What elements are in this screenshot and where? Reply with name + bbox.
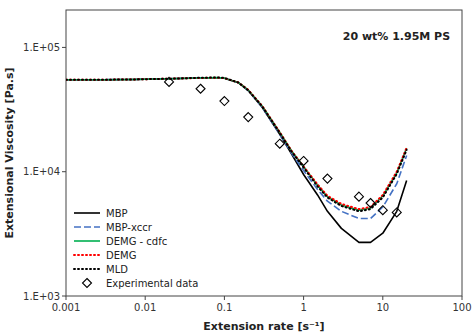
legend-label: MBP-xccr	[106, 222, 153, 233]
legend-marker	[83, 279, 92, 288]
x-tick	[145, 296, 146, 300]
y-tick	[62, 47, 66, 48]
background	[0, 0, 474, 336]
scatter-point	[299, 156, 308, 165]
x-tick	[303, 296, 304, 300]
plot-frame	[66, 10, 462, 296]
line-series	[66, 78, 407, 211]
y-tick	[62, 171, 66, 172]
scatter-point	[323, 174, 332, 183]
y-tick	[62, 296, 66, 297]
x-tick-label: 0.1	[216, 302, 232, 313]
x-tick	[382, 296, 383, 300]
x-tick-label: 0.01	[134, 302, 156, 313]
y-axis-label: Extensional Viscosity [Pa.s]	[3, 67, 16, 238]
x-tick	[66, 296, 67, 300]
y-tick-label: 1.E+04	[23, 166, 60, 177]
x-tick-label: 0.001	[52, 302, 81, 313]
scatter-point	[366, 199, 375, 208]
x-tick-label: 10	[376, 302, 389, 313]
legend-line	[74, 212, 100, 214]
x-tick	[224, 296, 225, 300]
line-series	[66, 77, 407, 211]
line-series	[66, 78, 407, 243]
scatter-point	[354, 192, 363, 201]
axes: 0.001 0.01 0.1 1 10 100 1.E+03 1.E+04 1.E+05	[23, 10, 472, 313]
legend-label: MBP	[106, 208, 128, 219]
x-tick-label: 100	[452, 302, 471, 313]
line-series	[66, 78, 407, 219]
plot-area	[66, 77, 407, 242]
legend-line	[74, 254, 100, 256]
x-tick	[462, 296, 463, 300]
legend-line	[74, 240, 100, 242]
scatter-point	[275, 139, 284, 148]
line-series	[66, 78, 407, 209]
y-tick-label: 1.E+03	[23, 291, 60, 302]
legend-label: Experimental data	[106, 278, 198, 289]
annotation: 20 wt% 1.95M PS	[343, 30, 450, 43]
legend-line	[74, 268, 100, 270]
legend-label: DEMG - cdfc	[106, 236, 167, 247]
legend-label: MLD	[106, 264, 128, 275]
x-axis-label: Extension rate [s⁻¹]	[203, 320, 324, 333]
scatter-point	[378, 206, 387, 215]
x-tick-label: 1	[300, 302, 306, 313]
legend-label: DEMG	[106, 250, 136, 261]
y-tick-label: 1.E+05	[23, 42, 60, 53]
scatter-point	[392, 208, 401, 217]
scatter-series	[165, 77, 402, 217]
legend-line	[74, 226, 100, 228]
scatter-point	[165, 77, 174, 86]
scatter-point	[244, 113, 253, 122]
scatter-point	[220, 97, 229, 106]
legend: MBP MBP-xccr DEMG - cdfc DEMG MLD Experimenta…	[74, 208, 198, 289]
chart: 0.001 0.01 0.1 1 10 100 1.E+03 1.E+04 1.E+05 Exte…	[0, 0, 474, 336]
scatter-point	[196, 84, 205, 93]
